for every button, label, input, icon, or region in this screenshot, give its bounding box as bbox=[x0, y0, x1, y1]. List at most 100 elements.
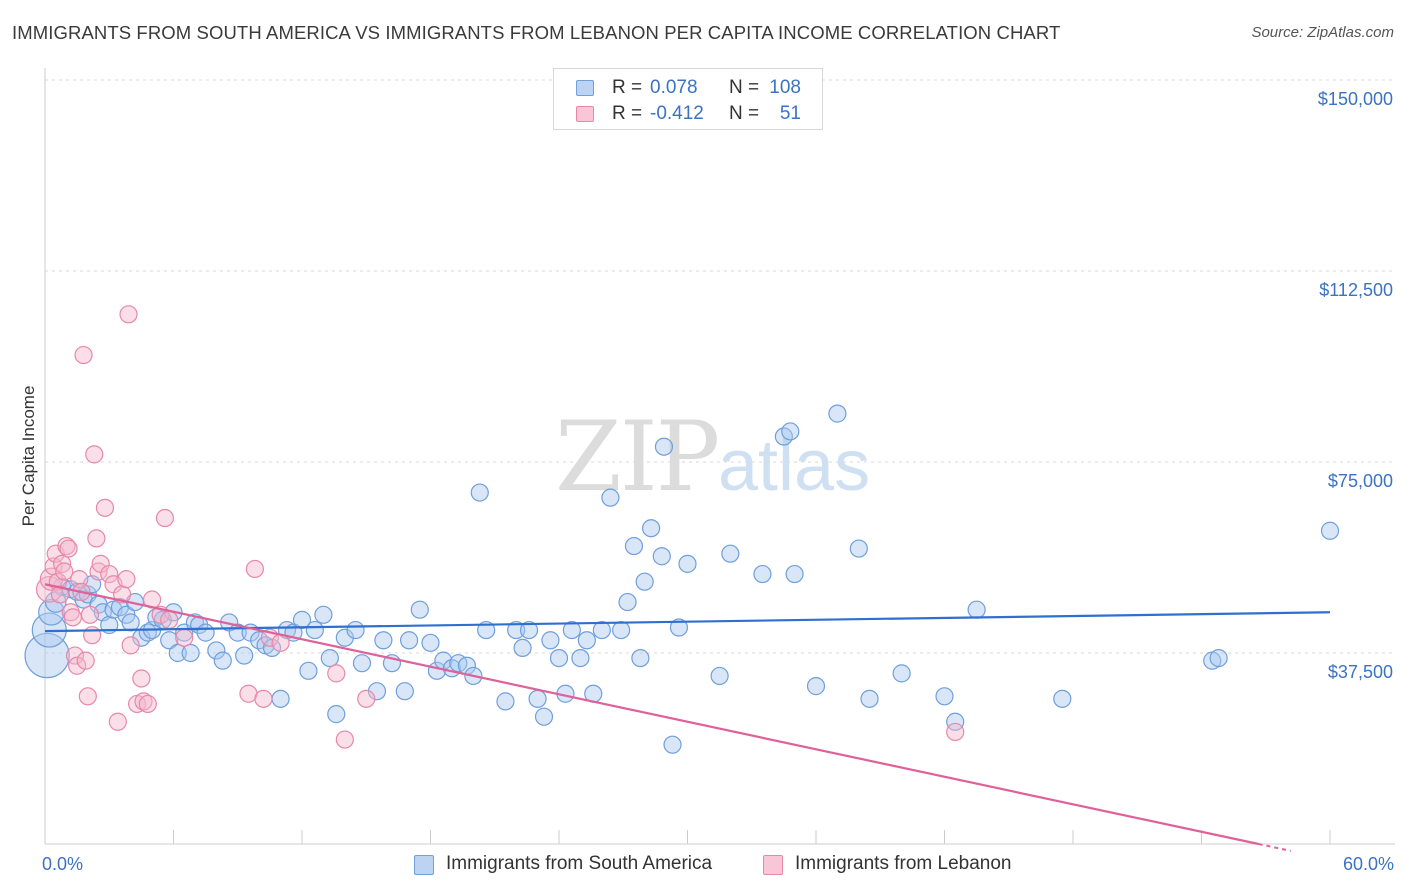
south-america-point bbox=[935, 687, 954, 706]
south-america-point bbox=[618, 592, 637, 612]
south-america-point bbox=[470, 483, 489, 502]
south-america-point bbox=[785, 564, 804, 584]
south-america-point bbox=[314, 605, 333, 624]
south-america-point bbox=[806, 677, 826, 696]
lebanon-point bbox=[57, 536, 76, 556]
y-tick-label: $112,500 bbox=[1319, 280, 1393, 300]
south-america-point bbox=[562, 620, 581, 640]
south-america-point bbox=[168, 643, 187, 663]
legend-swatch-blue bbox=[576, 80, 594, 96]
south-america-point bbox=[196, 623, 215, 642]
axes bbox=[44, 68, 1395, 845]
lebanon-point bbox=[119, 305, 138, 324]
south-america-point bbox=[652, 547, 671, 566]
south-america-point bbox=[678, 554, 697, 573]
south-america-point bbox=[528, 689, 547, 708]
y-axis-label: Per Capita Income bbox=[19, 386, 38, 527]
trend-line-south-america bbox=[44, 611, 1331, 633]
south-america-point bbox=[519, 620, 539, 640]
watermark-zip: ZIP bbox=[555, 401, 718, 513]
south-america-point bbox=[541, 631, 560, 650]
lebanon-point bbox=[55, 562, 74, 581]
south-america-point bbox=[781, 422, 800, 441]
legend-r-value: -0.412 bbox=[650, 103, 704, 124]
south-america-point bbox=[967, 600, 986, 619]
lebanon-point bbox=[87, 529, 106, 548]
south-america-point bbox=[721, 544, 740, 563]
lebanon-point bbox=[68, 656, 87, 675]
legend-swatch-pink bbox=[576, 106, 594, 122]
south-america-point bbox=[592, 620, 611, 640]
south-america-point bbox=[395, 682, 414, 701]
south-america-point bbox=[669, 618, 689, 637]
legend-row-lebanon: R = -0.412 N = 51 bbox=[554, 101, 822, 127]
lebanon-point bbox=[74, 345, 93, 365]
south-america-point bbox=[601, 488, 620, 507]
legend-label: Immigrants from South America bbox=[446, 853, 713, 874]
south-america-point bbox=[849, 539, 868, 558]
lebanon-point bbox=[357, 689, 376, 708]
legend-row-south-america: R = 0.078 N = 108 bbox=[554, 75, 822, 101]
lebanon-point bbox=[327, 664, 346, 683]
lebanon-point bbox=[138, 694, 157, 714]
legend-swatch-blue bbox=[414, 855, 434, 875]
lebanon-point bbox=[335, 730, 354, 749]
trend-lines bbox=[44, 583, 1331, 852]
legend-r-label: R = bbox=[612, 77, 643, 98]
south-america-point bbox=[352, 654, 372, 673]
south-america-point bbox=[207, 641, 226, 660]
south-america-point bbox=[213, 651, 232, 670]
south-america-point bbox=[892, 664, 911, 683]
x-tick-labels: 0.0% 60.0% bbox=[42, 854, 1394, 874]
south-america-point bbox=[1053, 689, 1072, 708]
lebanon-point bbox=[160, 610, 179, 629]
south-america-point bbox=[946, 712, 965, 731]
south-america-point bbox=[612, 620, 631, 640]
lebanon-point bbox=[175, 628, 194, 647]
lebanon-point bbox=[63, 608, 82, 627]
south-america-point bbox=[753, 564, 772, 584]
y-tick-labels: $37,500 $75,000 $112,500 $150,000 bbox=[1318, 89, 1393, 682]
south-america-point bbox=[641, 519, 661, 538]
south-america-point bbox=[181, 643, 200, 663]
legend-n-label: N = bbox=[729, 103, 760, 124]
lebanon-point bbox=[100, 564, 119, 584]
y-tick-label: $37,500 bbox=[1328, 662, 1393, 682]
correlation-legend: R = 0.078 N = 108 R = -0.412 N = 51 bbox=[553, 68, 823, 130]
x-tick-label-min: 0.0% bbox=[42, 854, 83, 874]
south-america-point bbox=[549, 648, 569, 668]
south-america-point bbox=[1209, 648, 1228, 668]
south-america-point bbox=[305, 620, 324, 640]
south-america-point bbox=[121, 613, 140, 632]
series-legend: Immigrants from South America Immigrants… bbox=[0, 852, 1406, 878]
lebanon-point bbox=[80, 605, 100, 624]
south-america-point bbox=[38, 598, 65, 626]
south-america-point bbox=[631, 648, 650, 668]
legend-label: Immigrants from Lebanon bbox=[795, 853, 1012, 874]
south-america-point bbox=[477, 620, 496, 640]
south-america-point bbox=[399, 631, 419, 650]
south-america-point bbox=[654, 437, 674, 456]
lebanon-point bbox=[76, 651, 95, 670]
south-america-point bbox=[534, 707, 554, 726]
south-america-point bbox=[235, 646, 254, 665]
lebanon-point bbox=[117, 570, 136, 589]
y-tick-label: $75,000 bbox=[1328, 471, 1393, 491]
south-america-point bbox=[1320, 521, 1340, 540]
y-tick-label: $150,000 bbox=[1318, 89, 1393, 109]
south-america-point bbox=[374, 631, 393, 650]
south-america-point bbox=[320, 648, 339, 668]
south-america-point bbox=[507, 620, 526, 640]
south-america-point bbox=[496, 692, 515, 711]
south-america-point bbox=[160, 631, 179, 650]
lebanon-point bbox=[245, 559, 264, 579]
chart-title: IMMIGRANTS FROM SOUTH AMERICA VS IMMIGRA… bbox=[12, 22, 1061, 43]
lebanon-point bbox=[254, 689, 273, 708]
south-america-point bbox=[710, 666, 729, 686]
lebanon-point bbox=[121, 636, 140, 655]
south-america-point bbox=[410, 600, 429, 619]
trend-line-lebanon bbox=[44, 583, 1259, 846]
south-america-point bbox=[299, 661, 318, 680]
legend-n-value: 108 bbox=[769, 77, 801, 98]
